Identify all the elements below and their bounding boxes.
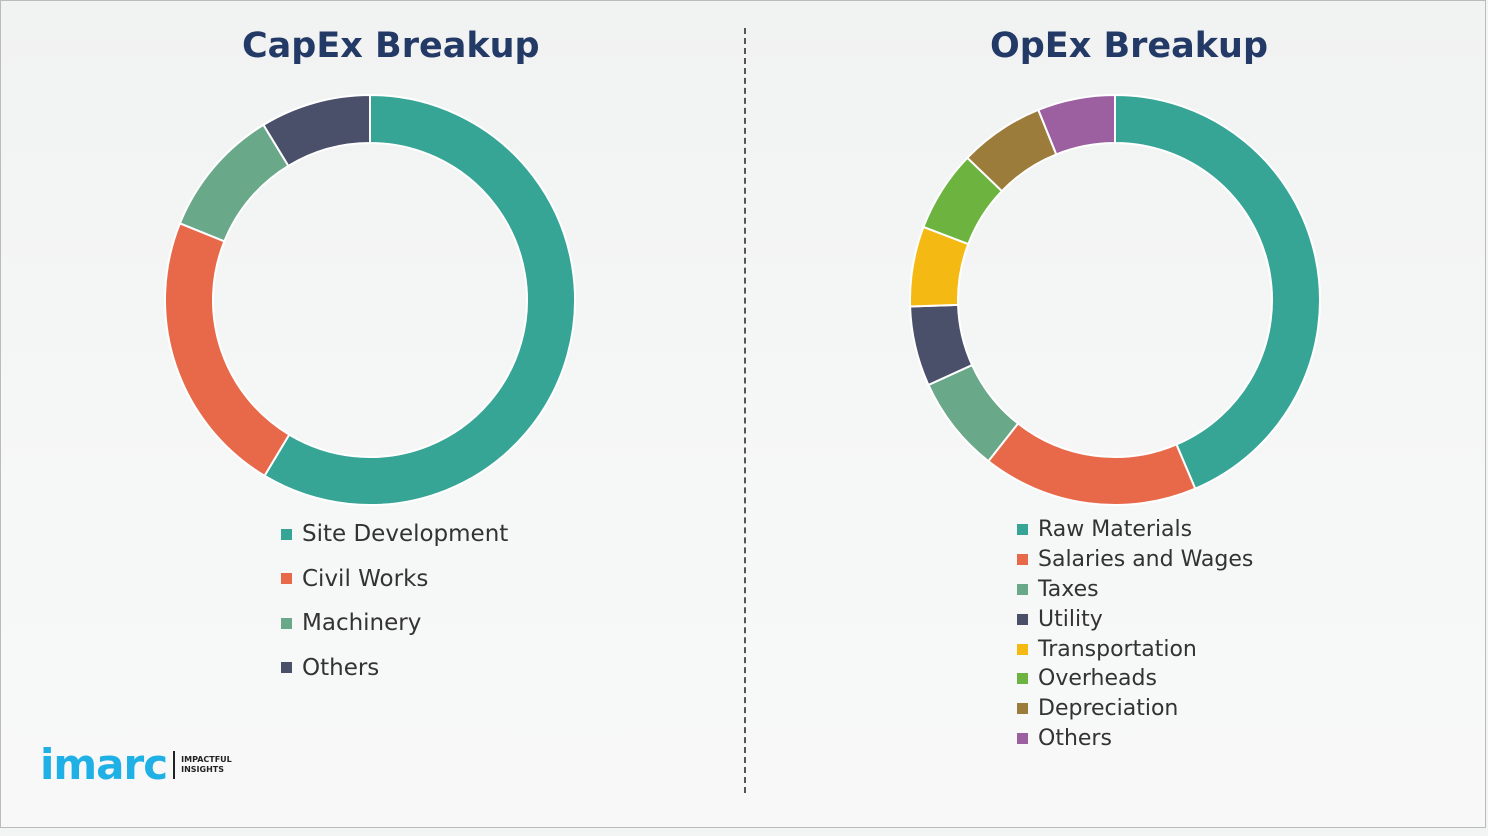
legend-swatch: [1017, 613, 1028, 625]
legend-swatch: [1017, 583, 1028, 595]
legend-item: Taxes: [1017, 575, 1253, 605]
slice-salaries-and-wages: [986, 422, 1197, 506]
legend-label: Civil Works: [302, 565, 429, 592]
legend-item: Depreciation: [1017, 694, 1253, 724]
opex-legend: Raw Materials Salaries and Wages Taxes Util…: [1017, 515, 1253, 753]
legend-item: Utility: [1017, 604, 1253, 634]
legend-item: Overheads: [1017, 664, 1253, 694]
legend-item: Civil Works: [281, 557, 508, 602]
legend-item: Others: [1017, 724, 1253, 754]
divider: [744, 28, 746, 793]
legend-swatch: [1017, 673, 1028, 685]
legend-label: Raw Materials: [1038, 517, 1193, 543]
legend-label: Depreciation: [1038, 696, 1179, 722]
legend-swatch: [1017, 524, 1028, 536]
legend-swatch: [1017, 643, 1028, 655]
legend-item: Others: [281, 646, 508, 691]
logo-divider: [173, 750, 176, 779]
slice-raw-materials: [1114, 93, 1321, 490]
legend-label: Utility: [1038, 606, 1103, 632]
legend-label: Transportation: [1038, 636, 1197, 662]
legend-label: Machinery: [302, 610, 422, 637]
legend-swatch: [281, 528, 292, 540]
slice-others: [262, 93, 371, 168]
legend-swatch: [281, 617, 292, 629]
legend-label: Salaries and Wages: [1038, 547, 1254, 573]
legend-label: Others: [1038, 725, 1112, 751]
legend-label: Site Development: [302, 521, 509, 548]
slice-machinery: [178, 123, 290, 243]
legend-label: Overheads: [1038, 666, 1157, 692]
legend-swatch: [281, 573, 292, 585]
legend-swatch: [1017, 703, 1028, 715]
capex-title: CapEx Breakup: [242, 26, 540, 66]
legend-swatch: [1017, 554, 1028, 566]
legend-label: Taxes: [1038, 576, 1099, 602]
slice-site-development: [263, 93, 576, 506]
slice-others: [1037, 93, 1116, 156]
slice-civil-works: [164, 222, 291, 478]
legend-item: Machinery: [281, 601, 508, 646]
legend-item: Salaries and Wages: [1017, 545, 1253, 575]
logo-wordmark: imarc: [40, 740, 168, 789]
legend-item: Raw Materials: [1017, 515, 1253, 545]
legend-item: Transportation: [1017, 634, 1253, 664]
legend-item: Site Development: [281, 512, 508, 557]
opex-title: OpEx Breakup: [990, 26, 1269, 66]
imarc-logo: imarc IMPACTFUL INSIGHTS: [40, 740, 232, 789]
capex-legend: Site Development Civil Works Machinery Othe…: [281, 512, 508, 690]
legend-label: Others: [302, 654, 380, 681]
logo-tagline: IMPACTFUL INSIGHTS: [181, 754, 232, 774]
legend-swatch: [281, 662, 292, 674]
legend-swatch: [1017, 732, 1028, 744]
